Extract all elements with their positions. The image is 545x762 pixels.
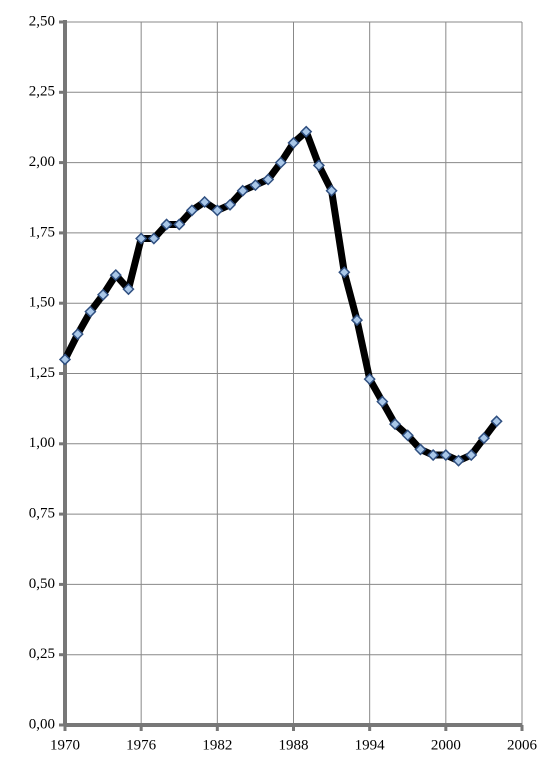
data-point: [312, 159, 325, 172]
y-tick-label: 0,75: [29, 506, 55, 522]
data-point: [465, 448, 478, 462]
data-point: [198, 195, 211, 209]
data-point: [58, 353, 72, 366]
y-tick-label: 1,75: [29, 224, 55, 240]
data-point: [363, 373, 376, 386]
data-point: [300, 125, 313, 138]
x-tick-label: 1994: [355, 737, 386, 753]
x-tick-label: 2006: [507, 737, 538, 753]
data-point: [97, 288, 110, 301]
data-point: [427, 448, 440, 462]
data-point: [350, 314, 364, 327]
data-point: [109, 269, 122, 282]
y-tick-label: 1,25: [29, 365, 55, 381]
data-point: [211, 204, 224, 217]
data-point: [325, 184, 338, 197]
data-point: [274, 156, 287, 169]
data-point: [338, 266, 351, 279]
data-point: [452, 454, 465, 467]
data-point: [122, 283, 135, 296]
data-line: [61, 128, 500, 465]
x-tick-label: 1988: [279, 737, 309, 753]
x-tick-label: 1982: [202, 737, 232, 753]
data-point: [236, 184, 249, 197]
y-tick-label: 2,25: [29, 84, 55, 100]
data-point: [401, 429, 414, 442]
data-point: [376, 395, 389, 408]
data-point: [287, 136, 300, 149]
y-tick-label: 0,00: [29, 716, 55, 732]
y-tick-label: 1,00: [29, 435, 55, 451]
data-point: [185, 204, 199, 217]
data-point: [477, 432, 490, 445]
data-point: [414, 443, 427, 456]
data-point: [223, 198, 237, 211]
data-point: [490, 415, 503, 428]
x-tick-label: 1976: [126, 737, 157, 753]
y-tick-label: 2,00: [29, 154, 55, 170]
y-tick-label: 2,50: [29, 13, 55, 29]
data-point: [173, 218, 186, 231]
y-tick-label: 1,50: [29, 295, 55, 311]
x-tick-label: 2000: [431, 737, 461, 753]
data-point: [249, 179, 262, 192]
data-point: [262, 173, 275, 186]
x-tick-label: 1970: [50, 737, 80, 753]
data-point: [84, 305, 97, 318]
data-point: [160, 218, 173, 231]
data-point: [147, 232, 160, 245]
data-point: [71, 328, 84, 341]
y-tick-label: 0,25: [29, 646, 55, 662]
data-point: [388, 418, 402, 431]
data-point: [135, 232, 148, 245]
y-tick-label: 0,50: [29, 576, 55, 592]
data-point: [439, 448, 452, 462]
